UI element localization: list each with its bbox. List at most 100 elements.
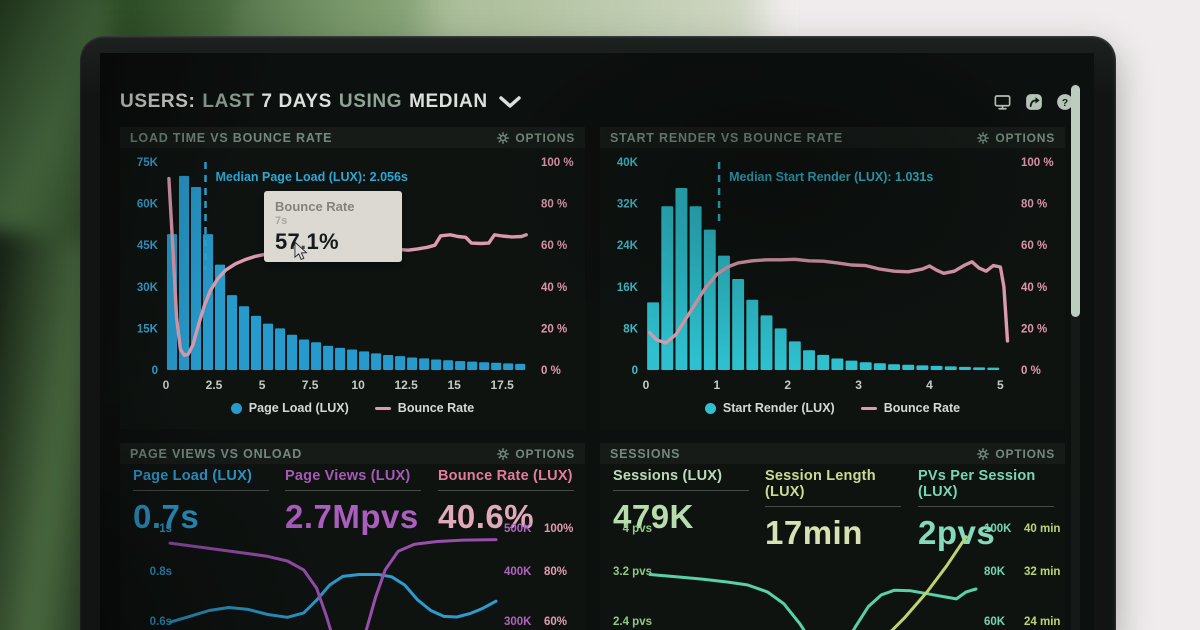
dashboard-title-dropdown[interactable]: USERS: LAST 7 DAYS USING MEDIAN bbox=[120, 89, 521, 115]
svg-text:0 %: 0 % bbox=[541, 365, 561, 377]
metric-pvs-per-session: PVs Per Session (LUX) 2pvs bbox=[918, 468, 1065, 552]
svg-text:12.5: 12.5 bbox=[394, 378, 418, 392]
svg-text:3.2 pvs: 3.2 pvs bbox=[613, 566, 652, 578]
gear-icon bbox=[977, 447, 990, 460]
legend-start-render: Start Render (LUX) bbox=[704, 401, 835, 415]
metric-page-views: Page Views (LUX) 2.7Mpvs bbox=[285, 468, 437, 536]
svg-text:2: 2 bbox=[784, 378, 791, 392]
svg-text:16K: 16K bbox=[617, 282, 639, 294]
metric-bounce-rate: Bounce Rate (LUX) 40.6% bbox=[438, 468, 574, 535]
tooltip-title: Bounce Rate bbox=[275, 199, 355, 214]
svg-text:100%: 100% bbox=[544, 523, 573, 535]
svg-text:5: 5 bbox=[259, 378, 266, 392]
svg-text:40 %: 40 % bbox=[541, 282, 567, 294]
svg-text:15: 15 bbox=[447, 378, 461, 392]
start-render-chart: Median Start Render (LUX): 1.031s 40K 32K 2… bbox=[617, 157, 1054, 392]
svg-text:0.8s: 0.8s bbox=[150, 566, 172, 578]
metric-underline bbox=[438, 490, 574, 491]
svg-text:2.4 pvs: 2.4 pvs bbox=[613, 616, 652, 628]
load-time-chart: Median Page Load (LUX): 2.056s 75K 60K 45K 3… bbox=[137, 157, 574, 392]
svg-text:0 %: 0 % bbox=[1021, 365, 1041, 377]
svg-text:0: 0 bbox=[152, 365, 158, 377]
title-days: 7 DAYS bbox=[261, 91, 332, 112]
options-button[interactable]: OPTIONS bbox=[497, 131, 575, 145]
title-last: LAST bbox=[202, 91, 255, 112]
tooltip-x-value: 7s bbox=[275, 215, 288, 227]
svg-text:75K: 75K bbox=[137, 157, 159, 169]
dashboard-screen: USERS: LAST 7 DAYS USING MEDIAN bbox=[100, 53, 1094, 630]
svg-text:1s: 1s bbox=[159, 523, 172, 535]
panel-start-render-vs-bounce-rate: START RENDER VS BOUNCE RATE OPTIONS bbox=[600, 127, 1065, 429]
gear-icon bbox=[497, 447, 510, 460]
svg-text:32 min: 32 min bbox=[1024, 566, 1060, 578]
svg-text:100 %: 100 % bbox=[541, 157, 574, 169]
panel-title: SESSIONS bbox=[610, 446, 681, 461]
svg-text:0: 0 bbox=[643, 378, 650, 392]
legend-line-icon bbox=[374, 406, 391, 410]
svg-text:17.5: 17.5 bbox=[491, 378, 515, 392]
svg-text:60%: 60% bbox=[544, 616, 567, 628]
svg-text:40 %: 40 % bbox=[1021, 282, 1047, 294]
svg-text:100K: 100K bbox=[984, 523, 1012, 535]
svg-text:80K: 80K bbox=[984, 566, 1006, 578]
svg-text:2.5: 2.5 bbox=[206, 378, 223, 392]
panel-title: START RENDER VS BOUNCE RATE bbox=[610, 130, 843, 145]
options-button[interactable]: OPTIONS bbox=[497, 447, 575, 461]
metric-underline bbox=[613, 490, 749, 491]
metric-page-load: Page Load (LUX) 0.7s bbox=[133, 468, 285, 536]
gear-icon bbox=[977, 131, 990, 144]
scrollbar-thumb[interactable] bbox=[1071, 85, 1080, 317]
panel-title: PAGE VIEWS VS ONLOAD bbox=[130, 446, 303, 461]
onload-mini-chart: 1s 500K 100% 0.8s 400K 80% 0.6s 300K 60% bbox=[150, 523, 573, 630]
svg-text:32K: 32K bbox=[617, 199, 639, 211]
svg-text:20 %: 20 % bbox=[541, 323, 567, 335]
chart-tooltip: Bounce Rate 7s 57.1% bbox=[264, 191, 402, 262]
scrollbar-track[interactable] bbox=[1071, 83, 1080, 630]
mouse-cursor-icon bbox=[291, 241, 309, 266]
svg-text:80 %: 80 % bbox=[541, 199, 567, 211]
options-button[interactable]: OPTIONS bbox=[977, 131, 1055, 145]
svg-text:60 %: 60 % bbox=[541, 240, 567, 252]
svg-text:60K: 60K bbox=[137, 199, 159, 211]
metric-session-length: Session Length (LUX) 17min bbox=[765, 468, 917, 552]
chevron-down-icon[interactable] bbox=[498, 95, 521, 109]
metric-underline bbox=[285, 490, 421, 491]
svg-text:4: 4 bbox=[926, 378, 933, 392]
tooltip-value: 57.1% bbox=[275, 229, 339, 254]
svg-text:60 %: 60 % bbox=[1021, 240, 1047, 252]
svg-text:80%: 80% bbox=[544, 566, 567, 578]
svg-text:60K: 60K bbox=[984, 616, 1006, 628]
title-using: USING bbox=[338, 91, 403, 112]
display-icon[interactable] bbox=[993, 93, 1012, 111]
svg-text:5: 5 bbox=[997, 378, 1004, 392]
options-label: OPTIONS bbox=[995, 446, 1055, 461]
svg-text:300K: 300K bbox=[504, 616, 532, 628]
svg-text:7.5: 7.5 bbox=[302, 378, 319, 392]
svg-text:8K: 8K bbox=[623, 323, 638, 335]
svg-text:400K: 400K bbox=[504, 566, 532, 578]
laptop-bezel: USERS: LAST 7 DAYS USING MEDIAN bbox=[80, 36, 1116, 630]
metric-underline bbox=[765, 506, 901, 507]
svg-text:0.6s: 0.6s bbox=[150, 616, 172, 628]
svg-text:100 %: 100 % bbox=[1021, 157, 1054, 169]
options-label: OPTIONS bbox=[515, 130, 575, 145]
metric-sessions: Sessions (LUX) 479K bbox=[613, 468, 765, 536]
svg-text:4 pvs: 4 pvs bbox=[623, 523, 652, 535]
options-button[interactable]: OPTIONS bbox=[977, 447, 1055, 461]
svg-text:24K: 24K bbox=[617, 240, 639, 252]
svg-text:500K: 500K bbox=[504, 523, 532, 535]
help-icon[interactable]: ? bbox=[1056, 93, 1074, 111]
title-users: USERS: bbox=[120, 91, 196, 112]
svg-text:1: 1 bbox=[714, 378, 721, 392]
svg-text:20 %: 20 % bbox=[1021, 323, 1047, 335]
sessions-mini-chart: 4 pvs 100K 40 min 3.2 pvs 80K 32 min 2.4 pvs 60… bbox=[613, 523, 1060, 630]
panel-title: LOAD TIME VS BOUNCE RATE bbox=[130, 130, 333, 145]
title-agg: MEDIAN bbox=[409, 91, 488, 112]
svg-text:15K: 15K bbox=[137, 323, 159, 335]
options-label: OPTIONS bbox=[995, 130, 1055, 145]
share-icon[interactable] bbox=[1025, 93, 1043, 111]
legend-bounce-rate: Bounce Rate bbox=[374, 401, 474, 415]
svg-text:10: 10 bbox=[351, 378, 365, 392]
svg-text:40K: 40K bbox=[617, 157, 639, 169]
